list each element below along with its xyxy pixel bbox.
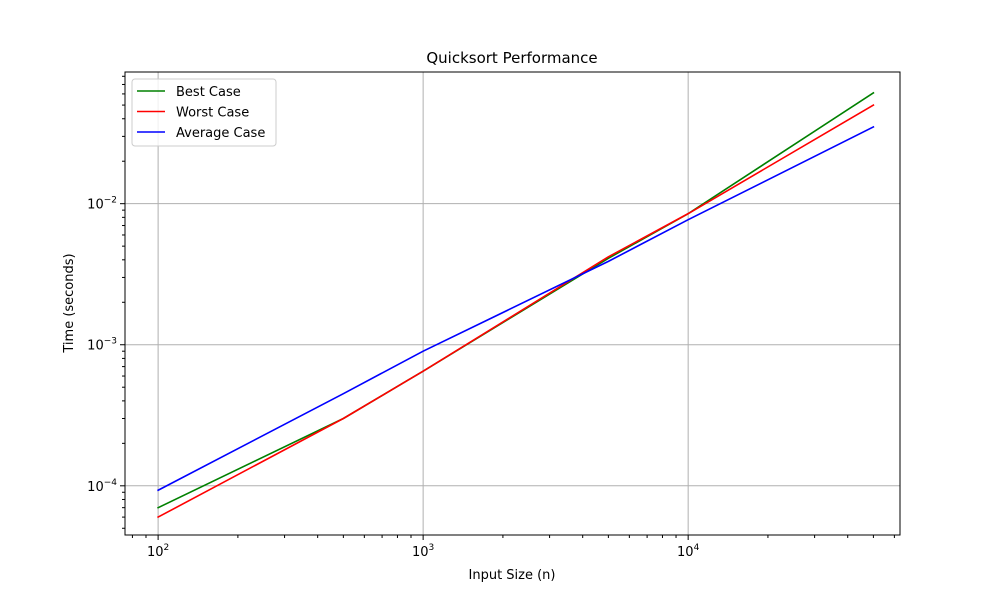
x-tick-base: 10 bbox=[677, 545, 694, 560]
y-tick-label: 10−3 bbox=[87, 337, 117, 354]
x-tick-exponent: 2 bbox=[164, 543, 170, 553]
legend-label-best-case: Best Case bbox=[176, 85, 241, 100]
y-tick-label: 10−4 bbox=[87, 478, 117, 495]
y-tick-base: 10 bbox=[87, 198, 104, 213]
y-tick-base: 10 bbox=[87, 480, 104, 495]
series-line-average-case bbox=[157, 125, 875, 492]
legend: Best Case Worst Case Average Case bbox=[131, 78, 277, 147]
legend-box bbox=[131, 78, 277, 147]
legend-label-worst-case: Worst Case bbox=[176, 106, 249, 121]
x-tick-exponent: 3 bbox=[429, 543, 435, 553]
x-tick-label: 102 bbox=[147, 543, 169, 560]
y-axis-label: Time (seconds) bbox=[62, 253, 77, 353]
y-tick-exponent: −4 bbox=[104, 478, 118, 488]
plot-frame bbox=[124, 71, 901, 536]
x-tick-label: 103 bbox=[412, 543, 434, 560]
y-tick-exponent: −2 bbox=[104, 196, 117, 206]
y-tick-label: 10−2 bbox=[87, 196, 117, 213]
y-tick-exponent: −3 bbox=[104, 337, 117, 347]
x-tick-base: 10 bbox=[412, 545, 429, 560]
y-tick-base: 10 bbox=[87, 339, 104, 354]
x-tick-base: 10 bbox=[147, 545, 164, 560]
chart-title: Quicksort Performance bbox=[426, 49, 597, 67]
grid-layer bbox=[125, 72, 900, 535]
series-line-worst-case bbox=[157, 103, 875, 519]
x-axis-label: Input Size (n) bbox=[469, 568, 556, 583]
x-tick-label: 104 bbox=[677, 543, 700, 560]
series-line-best-case bbox=[157, 91, 875, 509]
series-layer bbox=[157, 91, 875, 519]
legend-label-average-case: Average Case bbox=[176, 126, 265, 141]
x-tick-exponent: 4 bbox=[694, 543, 700, 553]
